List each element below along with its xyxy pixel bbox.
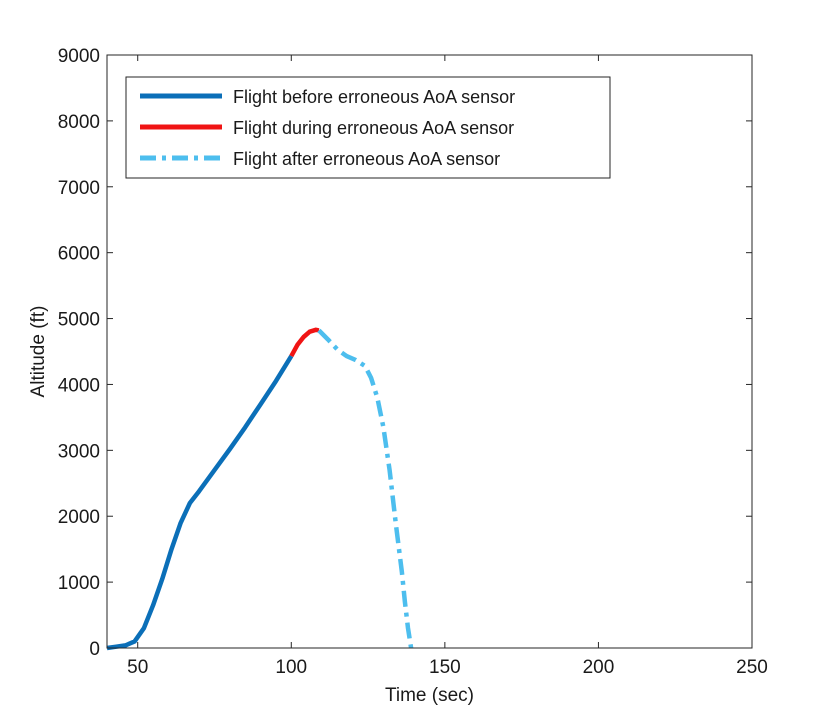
legend-label-during: Flight during erroneous AoA sensor (233, 118, 514, 138)
x-tick-label: 200 (583, 657, 615, 678)
series-line-before (106, 354, 294, 651)
x-tick-label: 50 (127, 657, 148, 678)
plot-frame (106, 54, 753, 649)
y-tick-label: 1000 (58, 573, 100, 594)
legend-label-before: Flight before erroneous AoA sensor (233, 87, 515, 107)
y-tick-label: 7000 (58, 178, 100, 199)
y-tick-label: 9000 (58, 46, 100, 67)
x-tick-label: 150 (429, 657, 461, 678)
y-tick-label: 2000 (58, 507, 100, 528)
y-axis-label: Altitude (ft) (28, 306, 49, 398)
series-line-during (289, 327, 320, 358)
y-tick-label: 4000 (58, 375, 100, 396)
y-tick-label: 8000 (58, 112, 100, 133)
y-tick-label: 3000 (58, 441, 100, 462)
x-tick-label: 100 (275, 657, 307, 678)
y-tick-label: 6000 (58, 244, 100, 265)
x-axis-ticks: 50 100 150 200 250 (127, 55, 768, 678)
legend: Flight before erroneous AoA sensor Fligh… (125, 76, 611, 179)
y-tick-label: 0 (89, 639, 100, 660)
series-layer (106, 327, 414, 651)
series-line-after (317, 328, 414, 649)
x-tick-label: 250 (736, 657, 768, 678)
legend-label-after: Flight after erroneous AoA sensor (233, 149, 500, 169)
x-axis-label: Time (sec) (385, 685, 474, 706)
y-tick-label: 5000 (58, 310, 100, 331)
